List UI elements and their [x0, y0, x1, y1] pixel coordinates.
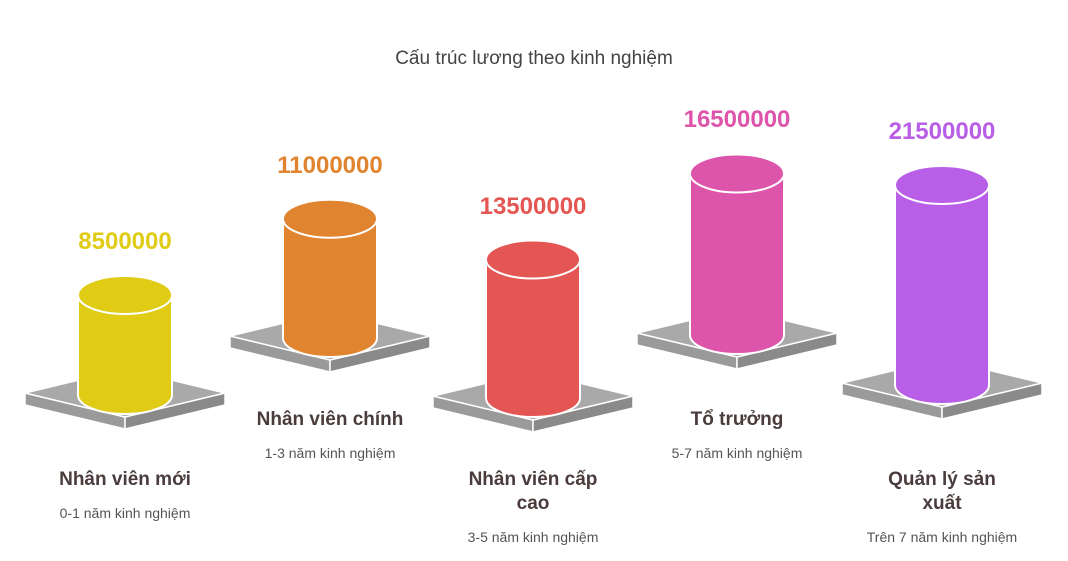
item-sublabel: 1-3 năm kinh nghiệm	[264, 445, 396, 461]
cylinder	[77, 294, 173, 415]
item-label: Nhân viên chính	[256, 409, 404, 430]
item-sublabel: 3-5 năm kinh nghiệm	[467, 529, 599, 545]
title: Cấu trúc lương theo kinh nghiệm	[395, 48, 673, 69]
item-label: Quản lý sản xuất	[888, 469, 996, 514]
cylinder-top	[282, 198, 378, 239]
cylinder	[894, 184, 990, 405]
cylinder-top	[77, 275, 173, 316]
item-label: Nhân viên mới	[59, 469, 191, 490]
value-label: 8500000	[78, 228, 172, 255]
value-label: 21500000	[888, 118, 996, 145]
cylinder	[282, 217, 378, 358]
cylinder-top	[689, 153, 785, 194]
item-sublabel: 0-1 năm kinh nghiệm	[59, 505, 191, 521]
cylinder-top	[894, 165, 990, 206]
item-sublabel: 5-7 năm kinh nghiệm	[671, 445, 803, 461]
value-label: 13500000	[479, 192, 587, 220]
cylinder	[485, 258, 581, 418]
item-label: Nhân viên cấp cao	[468, 469, 598, 514]
item-label: Tổ trưởng	[690, 409, 784, 430]
value-label: 16500000	[683, 106, 791, 134]
value-label: 11000000	[277, 151, 383, 179]
item-sublabel: Trên 7 năm kinh nghiệm	[866, 529, 1018, 545]
cylinder	[689, 172, 785, 355]
cylinder-top	[485, 239, 581, 280]
